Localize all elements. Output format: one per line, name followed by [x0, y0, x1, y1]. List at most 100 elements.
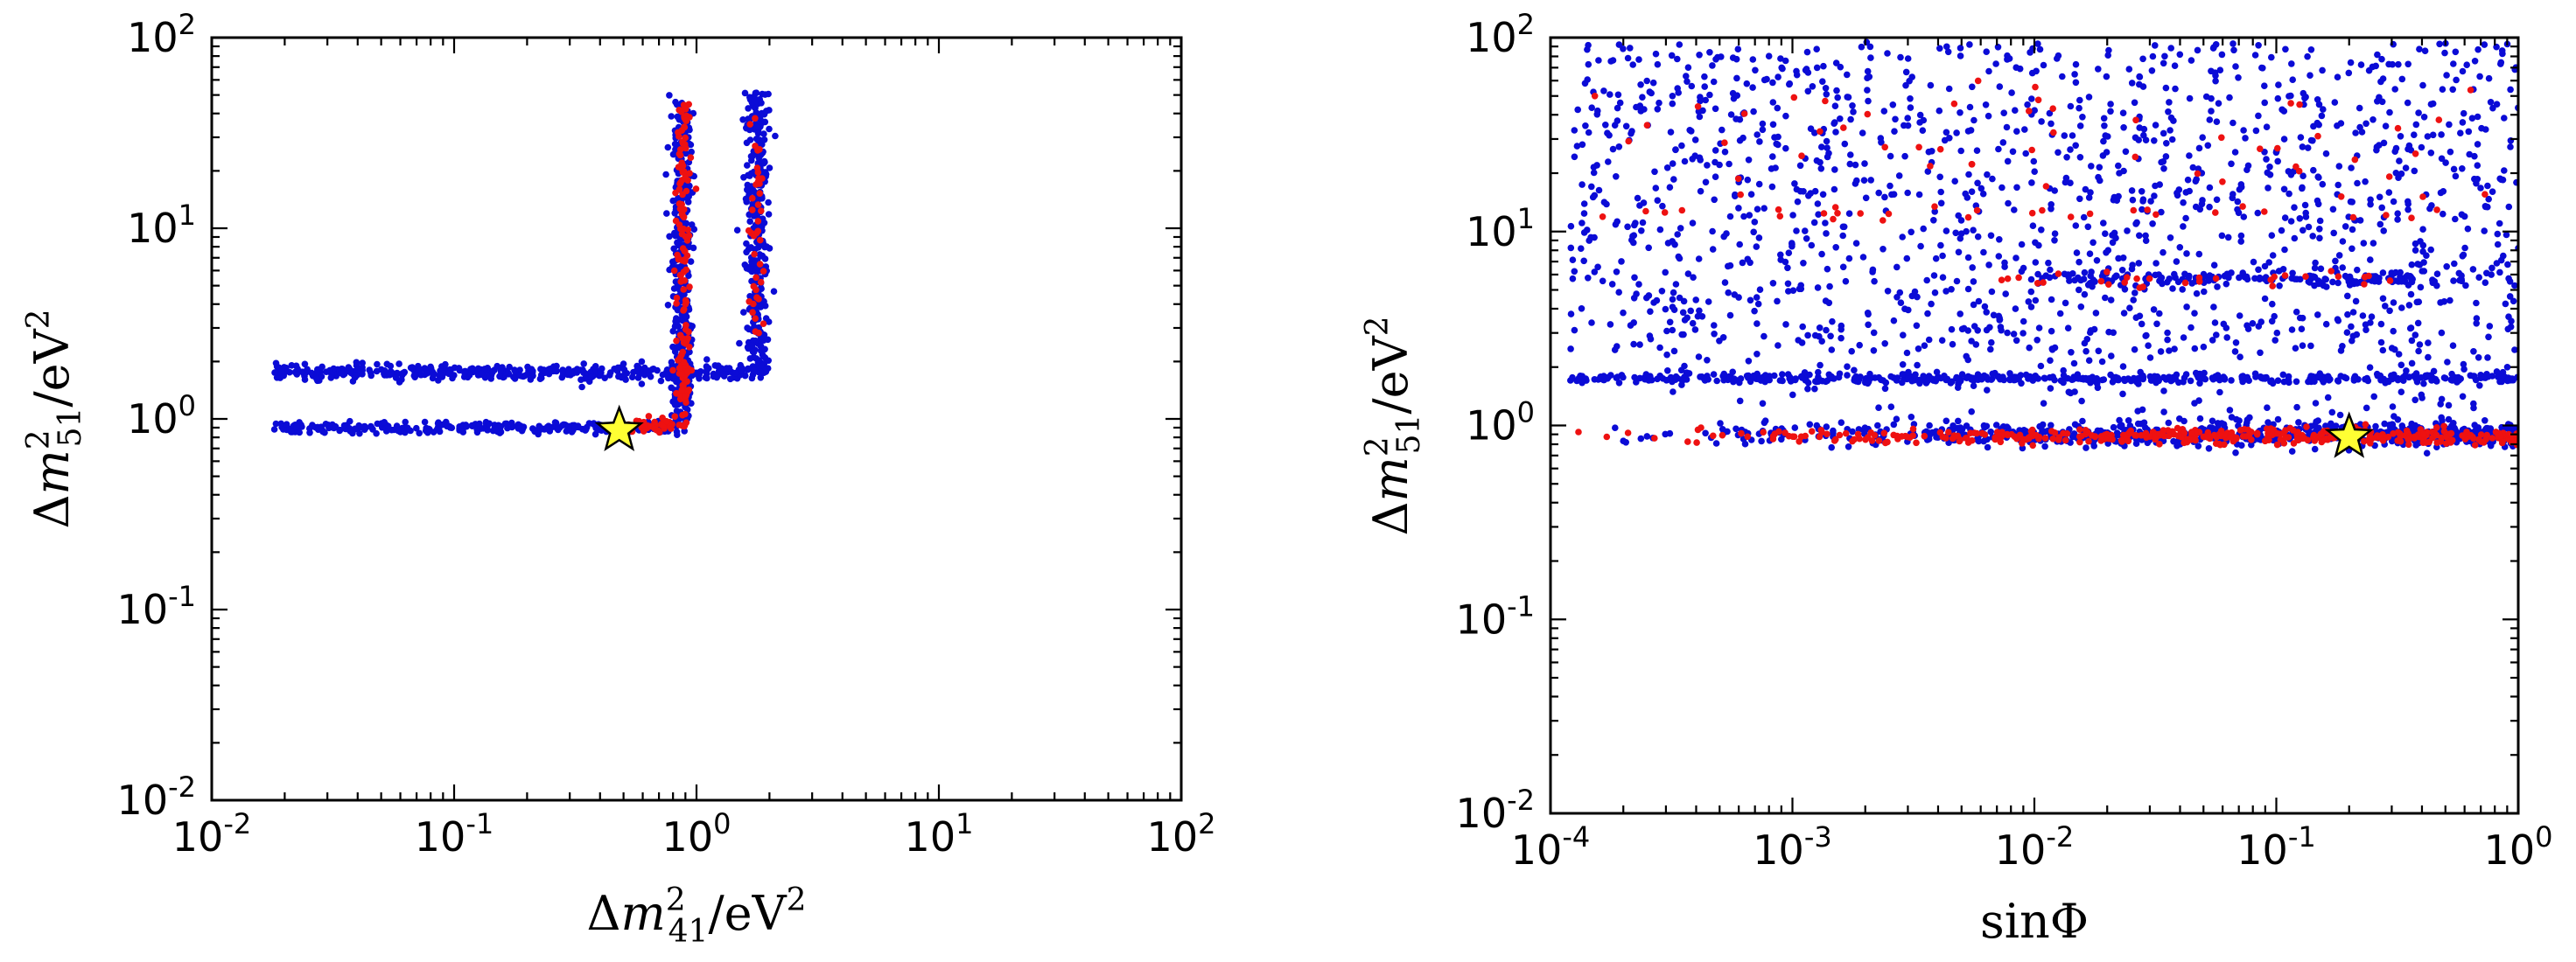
scatter-point [673, 294, 681, 302]
scatter-point [750, 282, 758, 290]
scatter-point [1899, 234, 1906, 240]
scatter-point [2077, 276, 2084, 284]
scatter-point [1835, 373, 1843, 381]
scatter-point [1982, 436, 1989, 443]
scatter-point [2132, 289, 2138, 296]
scatter-point [2048, 346, 2056, 353]
scatter-point [1826, 373, 1834, 380]
scatter-point [1718, 431, 1726, 439]
scatter-point [2072, 222, 2080, 229]
scatter-point [2048, 206, 2054, 213]
scatter-point [1885, 210, 1893, 218]
scatter-point [1745, 358, 1753, 365]
scatter-point [1813, 157, 1821, 164]
scatter-point [1664, 367, 1671, 374]
scatter-point [680, 306, 688, 313]
scatter-point [1824, 265, 1831, 273]
x-axis-label: Δm2 41/eV2 [587, 882, 807, 950]
scatter-point [2352, 129, 2359, 136]
scatter-point [2103, 73, 2110, 80]
scatter-point [2041, 443, 2048, 450]
scatter-point [664, 143, 672, 151]
scatter-point [1886, 152, 1894, 160]
scatter-point [1711, 331, 1718, 338]
scatter-point [1908, 228, 1914, 236]
scatter-point [508, 419, 515, 427]
scatter-point [1867, 54, 1874, 61]
scatter-point [1937, 188, 1944, 196]
scatter-point [2119, 363, 2127, 370]
scatter-point [2130, 296, 2137, 303]
scatter-point [1970, 429, 1978, 436]
scatter-point [2261, 82, 2268, 89]
scatter-point [679, 411, 686, 419]
scatter-point [732, 369, 739, 377]
scatter-point [671, 348, 679, 355]
blue-series [270, 89, 779, 439]
scatter-point [1823, 230, 1830, 237]
scatter-point [1753, 243, 1760, 250]
scatter-point [1746, 296, 1754, 304]
scatter-point [2251, 370, 2259, 378]
scatter-point [1652, 50, 1660, 58]
scatter-point [1983, 48, 1990, 55]
scatter-point [1861, 160, 1868, 167]
scatter-point [2113, 431, 2121, 439]
scatter-point [2292, 345, 2300, 352]
scatter-point [2347, 59, 2355, 66]
scatter-point [1769, 432, 1777, 440]
scatter-point [1804, 385, 1811, 393]
scatter-point [2278, 106, 2286, 114]
scatter-point [2018, 268, 2026, 275]
scatter-point [1680, 297, 1688, 305]
scatter-point [1614, 218, 1620, 226]
scatter-point [2076, 286, 2082, 294]
scatter-point [1711, 196, 1718, 204]
scatter-point [2415, 347, 2422, 355]
scatter-point [1672, 146, 1679, 154]
scatter-point [1967, 127, 1975, 134]
scatter-point [2039, 206, 2046, 214]
scatter-point [1829, 317, 1836, 325]
scatter-point [1567, 345, 1574, 352]
scatter-point [1816, 433, 1824, 441]
scatter-point [1815, 211, 1822, 218]
scatter-point [1683, 73, 1690, 80]
scatter-point [1704, 357, 1711, 364]
scatter-point [2307, 46, 2315, 53]
scatter-point [2421, 47, 2429, 54]
scatter-point [1826, 282, 1833, 290]
scatter-point [1811, 331, 1819, 339]
scatter-point [2126, 429, 2133, 437]
scatter-point [1995, 145, 2002, 153]
scatter-point [399, 370, 406, 377]
scatter-point [682, 313, 690, 321]
scatter-point [2448, 377, 2456, 384]
scatter-point [1615, 143, 1623, 150]
scatter-point [2290, 427, 2297, 434]
scatter-point [1832, 59, 1840, 66]
scatter-point [2022, 429, 2029, 436]
y-tick-label: 10-2 [117, 770, 196, 824]
scatter-point [1578, 220, 1586, 227]
scatter-point [359, 371, 366, 378]
scatter-point [2152, 379, 2160, 387]
scatter-point [2362, 178, 2369, 185]
scatter-point [2295, 419, 2302, 426]
scatter-point [1702, 429, 1709, 437]
scatter-point [2503, 364, 2511, 371]
scatter-point [2134, 420, 2142, 428]
scatter-point [2022, 436, 2030, 443]
scatter-point [2441, 49, 2448, 57]
scatter-point [473, 426, 480, 433]
scatter-point [1886, 182, 1894, 190]
scatter-point [2408, 359, 2416, 367]
right-scatter-panel: 10-4 10-3 10-2 10-1 10010-210-1100101102Δm25… [1360, 8, 2552, 949]
scatter-point [1585, 275, 1592, 282]
scatter-point [2004, 275, 2012, 282]
scatter-point [2280, 185, 2288, 193]
scatter-point [1955, 212, 1962, 220]
scatter-point [2404, 206, 2412, 213]
scatter-point [2416, 45, 2423, 52]
